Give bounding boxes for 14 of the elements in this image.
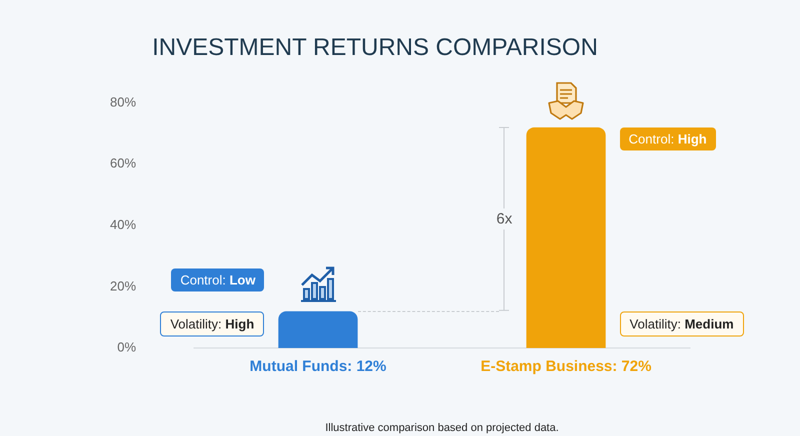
annotation: 6x — [496, 208, 512, 230]
y-tick-label: 20% — [110, 278, 136, 294]
text: Illustrative comparison based on projected data. — [325, 422, 559, 434]
chart-title: INVESTMENT RETURNS COMPARISON — [152, 34, 598, 62]
annotation: Control: High — [620, 128, 716, 151]
y-tick-label: 80% — [110, 94, 136, 110]
annotation: Volatility: Medium — [620, 312, 744, 336]
annotation: Control: Low — [171, 268, 264, 292]
annotation: Volatility: High — [160, 312, 264, 336]
x-tick-label: Mutual Funds: 12% — [250, 358, 386, 376]
x-tick-label: E-Stamp Business: 72% — [480, 358, 652, 376]
y-tick-label: 40% — [110, 216, 136, 232]
y-tick-label: 0% — [117, 340, 136, 355]
y-tick-label: 60% — [110, 156, 136, 171]
